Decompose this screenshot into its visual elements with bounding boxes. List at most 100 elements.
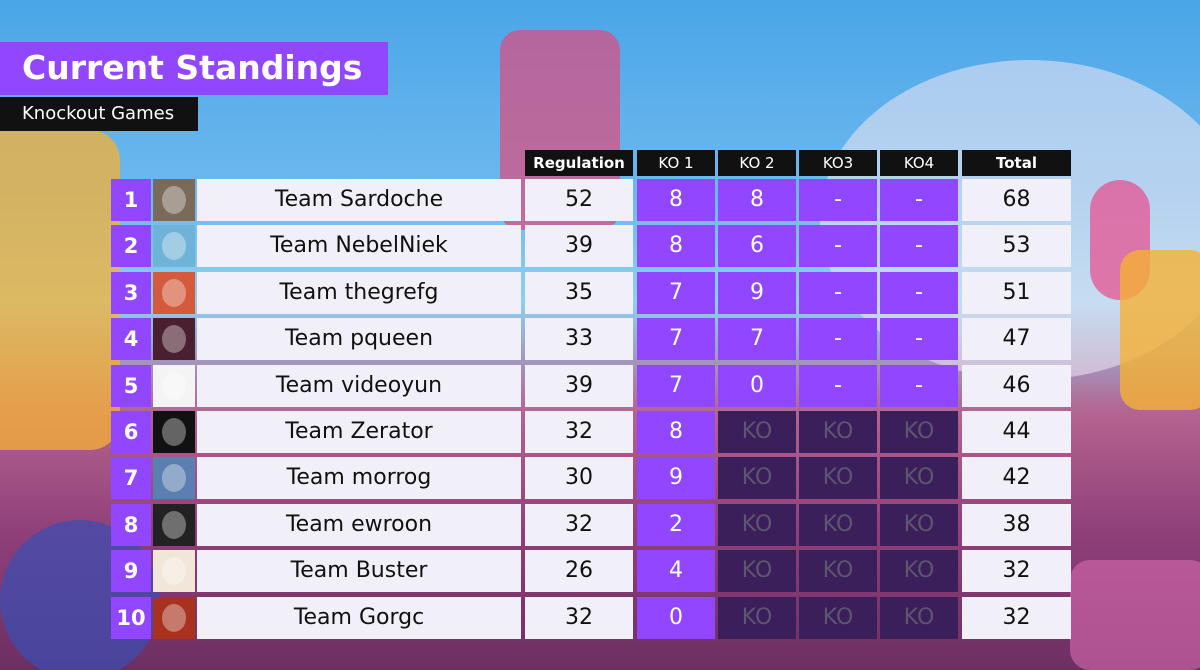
- column-header-ko4: KO4: [880, 150, 958, 176]
- team-avatar: [153, 179, 195, 221]
- background-shape: [1070, 560, 1200, 670]
- table-row: 8 Team ewroon 32 2 KO KO KO 38: [111, 503, 1071, 546]
- ko1-score: 9: [637, 457, 715, 500]
- team-avatar: [153, 271, 195, 314]
- regulation-score: 39: [525, 225, 633, 268]
- ko4-score: KO: [880, 550, 958, 593]
- ko1-score: 7: [637, 271, 715, 314]
- regulation-score: 39: [525, 364, 633, 407]
- total-score: 32: [962, 596, 1071, 639]
- ko2-score: 8: [718, 179, 796, 221]
- avatar-icon: [162, 510, 186, 539]
- ko3-score: -: [799, 179, 877, 221]
- ko1-score: 7: [637, 318, 715, 361]
- ko4-score: -: [880, 271, 958, 314]
- ko2-score: KO: [718, 596, 796, 639]
- ko1-score: 8: [637, 225, 715, 268]
- regulation-score: 30: [525, 457, 633, 500]
- background-shape: [0, 130, 120, 450]
- avatar-icon: [162, 557, 186, 586]
- regulation-score: 32: [525, 596, 633, 639]
- total-score: 53: [962, 225, 1071, 268]
- ko4-score: -: [880, 179, 958, 221]
- ko4-score: KO: [880, 596, 958, 639]
- team-avatar: [153, 503, 195, 546]
- rank-cell: 2: [111, 225, 151, 268]
- team-name: Team Gorgc: [197, 596, 521, 639]
- ko3-score: KO: [799, 550, 877, 593]
- rank-cell: 5: [111, 364, 151, 407]
- total-score: 68: [962, 179, 1071, 221]
- team-name: Team Sardoche: [197, 179, 521, 221]
- rank-cell: 6: [111, 411, 151, 453]
- ko3-score: -: [799, 364, 877, 407]
- regulation-score: 26: [525, 550, 633, 593]
- team-name: Team pqueen: [197, 318, 521, 361]
- table-row: 2 Team NebelNiek 39 8 6- -53: [111, 225, 1071, 268]
- total-score: 46: [962, 364, 1071, 407]
- total-score: 42: [962, 457, 1071, 500]
- ko3-score: KO: [799, 503, 877, 546]
- team-avatar: [153, 411, 195, 453]
- avatar-icon: [162, 232, 186, 261]
- team-avatar: [153, 318, 195, 361]
- total-score: 51: [962, 271, 1071, 314]
- ko3-score: KO: [799, 596, 877, 639]
- ko4-score: KO: [880, 457, 958, 500]
- ko4-score: -: [880, 225, 958, 268]
- ko2-score: 0: [718, 364, 796, 407]
- team-avatar: [153, 225, 195, 268]
- column-header-ko2: KO 2: [718, 150, 796, 176]
- ko4-score: KO: [880, 411, 958, 453]
- ko1-score: 8: [637, 411, 715, 453]
- ko1-score: 4: [637, 550, 715, 593]
- ko2-score: KO: [718, 411, 796, 453]
- ko3-score: -: [799, 271, 877, 314]
- ko4-score: KO: [880, 503, 958, 546]
- team-avatar: [153, 457, 195, 500]
- avatar-icon: [162, 186, 186, 214]
- ko1-score: 2: [637, 503, 715, 546]
- total-score: 32: [962, 550, 1071, 593]
- rank-cell: 10: [111, 596, 151, 639]
- page-title: Current Standings: [0, 42, 389, 95]
- ko2-score: 7: [718, 318, 796, 361]
- ko1-score: 0: [637, 596, 715, 639]
- avatar-icon: [162, 464, 186, 493]
- team-name: Team Buster: [197, 550, 521, 593]
- avatar-icon: [162, 418, 186, 446]
- ko2-score: KO: [718, 550, 796, 593]
- table-row: 5 Team videoyun 39 7 0- -46: [111, 364, 1071, 407]
- avatar-icon: [162, 278, 186, 307]
- regulation-score: 33: [525, 318, 633, 361]
- total-score: 44: [962, 411, 1071, 453]
- ko3-score: KO: [799, 411, 877, 453]
- column-header-ko1: KO 1: [637, 150, 715, 176]
- team-avatar: [153, 550, 195, 593]
- rank-cell: 8: [111, 503, 151, 546]
- column-header-total: Total: [962, 150, 1071, 176]
- column-header-ko3: KO3: [799, 150, 877, 176]
- ko4-score: -: [880, 364, 958, 407]
- ko1-score: 7: [637, 364, 715, 407]
- regulation-score: 32: [525, 411, 633, 453]
- rank-cell: 3: [111, 271, 151, 314]
- rank-cell: 1: [111, 179, 151, 221]
- avatar-icon: [162, 603, 186, 632]
- table-row: 7 Team morrog 30 9 KO KO KO 42: [111, 457, 1071, 500]
- team-avatar: [153, 596, 195, 639]
- regulation-score: 35: [525, 271, 633, 314]
- regulation-score: 32: [525, 503, 633, 546]
- total-score: 38: [962, 503, 1071, 546]
- rank-cell: 7: [111, 457, 151, 500]
- avatar-icon: [162, 371, 186, 400]
- avatar-icon: [162, 325, 186, 354]
- team-name: Team ewroon: [197, 503, 521, 546]
- ko2-score: 6: [718, 225, 796, 268]
- table-row: 3 Team thegrefg 35 7 9- -51: [111, 271, 1071, 314]
- table-row: 6 Team Zerator 32 8 KO KO KO 44: [111, 411, 1071, 453]
- ko2-score: KO: [718, 457, 796, 500]
- background-shape: [1120, 250, 1200, 410]
- page-subtitle: Knockout Games: [0, 97, 199, 131]
